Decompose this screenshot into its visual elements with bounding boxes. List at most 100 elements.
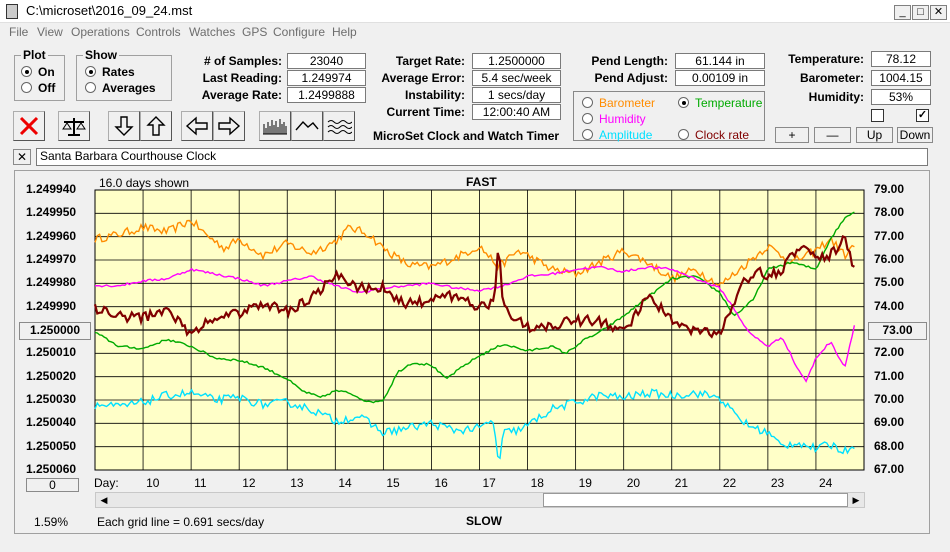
arrow-right-button[interactable] [213, 111, 245, 141]
show-averages-radio[interactable]: Averages [85, 81, 156, 95]
arrow-left-button[interactable] [181, 111, 213, 141]
show-rates-label: Rates [102, 65, 135, 79]
right-tick-label: 74.00 [874, 298, 905, 313]
app-icon [6, 4, 18, 19]
right-tick-label: 70.00 [874, 392, 905, 406]
x-tick-label: 10 [146, 476, 160, 490]
clock-rate-radio-label: Clock rate [695, 128, 750, 142]
show-rates-radio[interactable]: Rates [85, 65, 135, 79]
radio-dot [678, 129, 689, 140]
radio-dot [582, 97, 593, 108]
average-error-label: Average Error: [381, 71, 465, 85]
sensor-select-box: Barometer Temperature Humidity Amplitude… [573, 91, 765, 142]
current-time-value: 12:00:40 AM [472, 104, 561, 120]
checkbox-1[interactable] [871, 109, 884, 122]
left-tick-label: 1.249960 [26, 228, 77, 243]
line-plot-button[interactable] [291, 111, 323, 141]
day-label: Day: [94, 476, 119, 490]
plus-button[interactable]: + [775, 127, 809, 143]
humidity-value: 53% [871, 89, 931, 105]
scroll-right-icon[interactable]: ▶ [852, 495, 860, 505]
wave-plot-button[interactable] [323, 111, 355, 141]
right-tick-label: 68.00 [874, 438, 905, 453]
maximize-button[interactable]: □ [912, 5, 929, 20]
menu-controls[interactable]: Controls [136, 25, 181, 39]
show-group: Show Rates Averages [76, 48, 172, 101]
barometer-radio[interactable]: Barometer [582, 96, 655, 110]
show-averages-label: Averages [102, 81, 156, 95]
radio-dot-selected [21, 66, 32, 77]
up-button[interactable]: Up [856, 127, 893, 143]
radio-dot-selected [678, 97, 689, 108]
arrow-down-icon [114, 116, 134, 136]
arrow-left-icon [185, 116, 208, 136]
series-group [93, 211, 856, 460]
plot-group-title: Plot [21, 48, 48, 62]
left-tick-label: 1.250060 [26, 462, 77, 476]
x-tick-label: 11 [194, 476, 207, 490]
arrow-up-icon [146, 116, 166, 136]
checkbox-2[interactable]: ✓ [916, 109, 929, 122]
radio-dot [21, 82, 32, 93]
scroll-left-icon[interactable]: ◀ [100, 495, 108, 505]
grid-lines [95, 190, 864, 470]
samples-label: # of Samples: [203, 54, 282, 68]
clock-rate-radio[interactable]: Clock rate [678, 128, 749, 142]
right-tick-label: 71.00 [874, 368, 905, 383]
clock-name-field[interactable]: Santa Barbara Courthouse Clock [36, 148, 928, 166]
window-title: C:\microset\2016_09_24.mst [26, 3, 193, 18]
x-tick-label: 24 [818, 476, 833, 490]
radio-dot [582, 113, 593, 124]
stop-button[interactable] [13, 111, 45, 141]
series-line-2 [94, 265, 856, 383]
app-title: MicroSet Clock and Watch Timer [373, 129, 560, 143]
radio-dot-selected [85, 66, 96, 77]
menu-help[interactable]: Help [332, 25, 357, 39]
pend-length-value: 61.144 in [675, 53, 765, 69]
plot-on-radio[interactable]: On [21, 65, 55, 79]
bar-plot-button[interactable] [259, 111, 291, 141]
plot-off-radio[interactable]: Off [21, 81, 55, 95]
menu-operations[interactable]: Operations [71, 25, 130, 39]
menu-file[interactable]: File [9, 25, 29, 39]
left-center-button[interactable]: 1.250000 [19, 322, 91, 340]
right-tick-label: 78.00 [874, 205, 905, 220]
left-tick-label: 1.249940 [26, 182, 77, 196]
temperature-radio[interactable]: Temperature [678, 96, 762, 110]
instability-value: 1 secs/day [472, 87, 561, 103]
left-tick-label: 1.250010 [26, 345, 77, 360]
right-center-button[interactable]: 73.00 [868, 322, 927, 340]
temperature-label: Temperature: [788, 52, 864, 66]
amplitude-radio-label: Amplitude [599, 128, 653, 142]
menu-configure[interactable]: Configure [273, 25, 326, 39]
right-tick-label: 69.00 [874, 415, 905, 430]
x-tick-label: 20 [626, 476, 641, 490]
plot-on-label: On [38, 65, 55, 79]
show-group-title: Show [83, 48, 119, 62]
minus-button[interactable]: — [814, 127, 851, 143]
amplitude-radio[interactable]: Amplitude [582, 128, 652, 142]
minimize-button[interactable]: _ [894, 5, 911, 20]
balance-scale-icon [62, 118, 86, 136]
menu-watches[interactable]: Watches [189, 25, 236, 39]
zero-button[interactable]: 0 [26, 478, 79, 492]
menu-view[interactable]: View [37, 25, 63, 39]
percent-label: 1.59% [34, 515, 69, 529]
left-tick-label: 1.250020 [26, 368, 77, 383]
down-button[interactable]: Down [897, 127, 933, 143]
menu-gps[interactable]: GPS [242, 25, 268, 39]
x-tick-label: 23 [770, 476, 785, 490]
humidity-label: Humidity: [808, 90, 864, 104]
scroll-thumb[interactable] [543, 493, 848, 507]
balance-button[interactable] [58, 111, 90, 141]
arrow-down-button[interactable] [108, 111, 140, 141]
fast-label: FAST [466, 175, 497, 189]
arrow-up-button[interactable] [140, 111, 172, 141]
clear-clock-button[interactable]: ✕ [13, 149, 31, 165]
humidity-radio[interactable]: Humidity [582, 112, 646, 126]
horizontal-scrollbar[interactable]: ◀ ▶ [95, 492, 865, 508]
current-time-label: Current Time: [386, 105, 465, 119]
days-shown-label: 16.0 days shown [99, 176, 190, 190]
close-window-button[interactable]: ✕ [930, 5, 947, 20]
